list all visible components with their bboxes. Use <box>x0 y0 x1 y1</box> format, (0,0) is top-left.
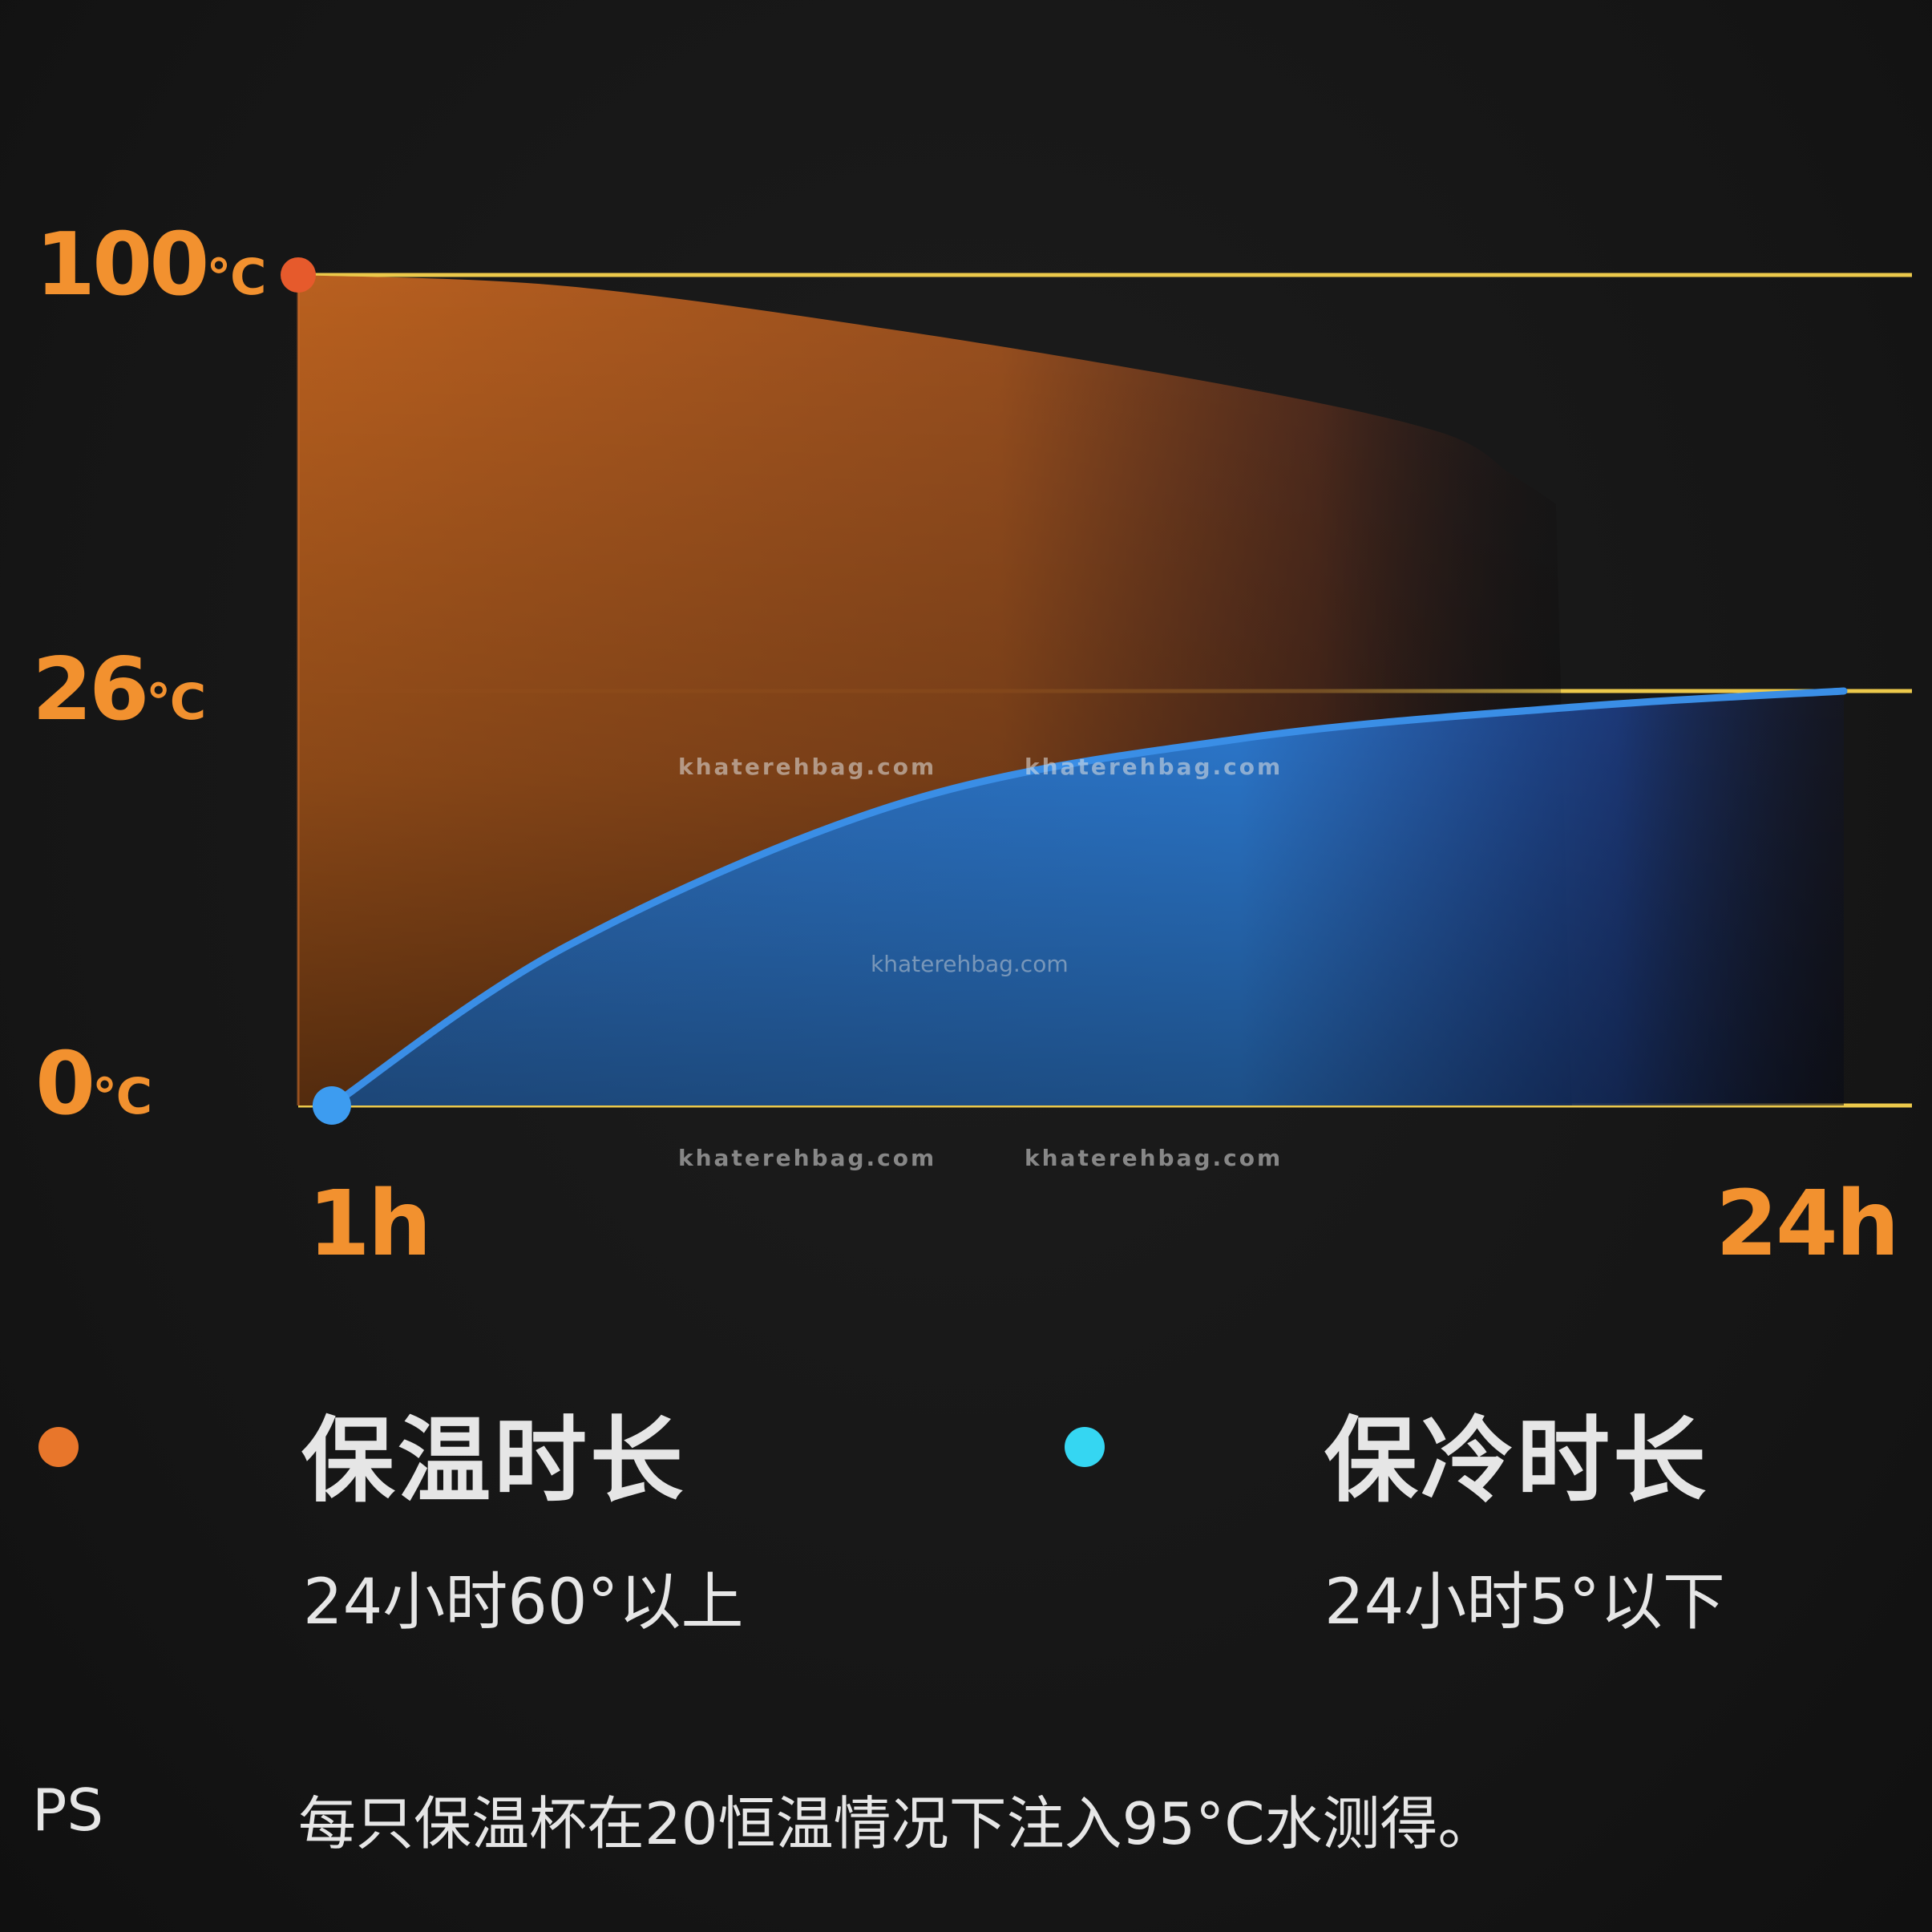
legend-warm-title: 保温时长 <box>301 1407 686 1515</box>
y-tick-label-0: 0℃ <box>35 1034 152 1134</box>
y-tick-number: 0 <box>35 1034 95 1134</box>
x-tick-label-1h: 1h <box>308 1172 432 1276</box>
legend-cold-desc: 24小时5°以下 <box>1324 1566 1725 1639</box>
legend-warm-dot <box>38 1427 79 1467</box>
y-tick-unit: ℃ <box>92 1067 153 1126</box>
y-tick-unit: ℃ <box>206 248 267 306</box>
y-tick-unit: ℃ <box>146 673 207 731</box>
legend-cold-title: 保冷时长 <box>1324 1407 1709 1515</box>
y-tick-label-100: 100℃ <box>35 215 267 315</box>
watermark: khaterehbag.com <box>1025 754 1283 780</box>
cold-series-line <box>328 687 1848 1109</box>
y-tick-number: 26 <box>32 640 149 740</box>
footnote-text: 每只保温杯在20恒温情况下注入95°C水测得。 <box>298 1790 1496 1857</box>
watermark: khaterehbag.com <box>871 951 1069 977</box>
watermark: khaterehbag.com <box>678 754 937 780</box>
footnote-prefix: PS <box>32 1776 104 1844</box>
y-tick-number: 100 <box>35 215 209 315</box>
legend-warm-desc: 24小时60°以上 <box>303 1566 744 1639</box>
legend-cold-dot <box>1065 1427 1105 1467</box>
x-tick-label-24h: 24h <box>1716 1172 1900 1276</box>
watermark: khaterehbag.com <box>1025 1145 1283 1171</box>
cold-series-start-point <box>312 1086 351 1125</box>
cold-series-shade <box>331 691 1844 1105</box>
watermark: khaterehbag.com <box>678 1145 937 1171</box>
y-tick-label-26: 26℃ <box>32 640 206 740</box>
warm-series-start-point <box>281 257 316 293</box>
